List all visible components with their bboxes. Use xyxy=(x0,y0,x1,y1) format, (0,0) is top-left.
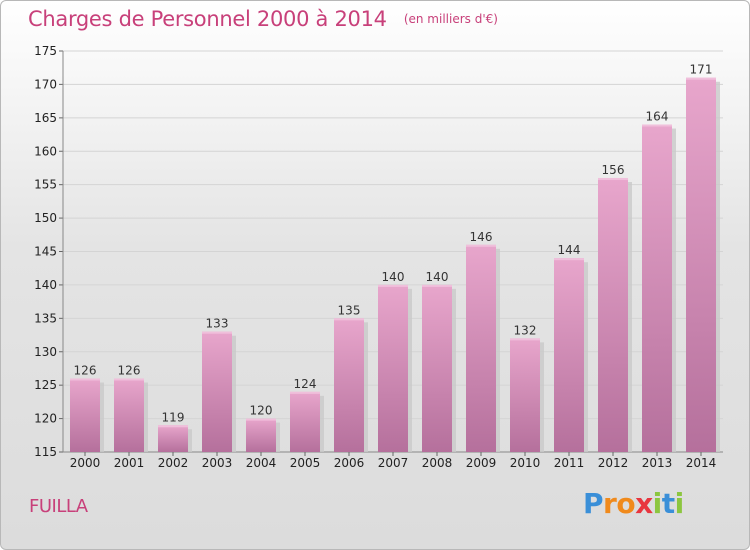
data-label: 156 xyxy=(602,163,625,177)
bar-2000 xyxy=(70,378,100,452)
bar-2013 xyxy=(642,124,672,453)
data-label: 140 xyxy=(426,270,449,284)
bar-2014 xyxy=(686,77,716,452)
y-tick-label: 170 xyxy=(34,77,57,91)
bar-top-highlight xyxy=(202,331,232,334)
bar-top-highlight xyxy=(686,77,716,80)
x-tick-label: 2001 xyxy=(114,456,145,470)
data-label: 124 xyxy=(294,377,317,391)
commune-name: FUILLA xyxy=(29,496,88,517)
bar-2006 xyxy=(334,318,364,452)
labels: 115 120 125 130 135 140 145 150 155 160 165 170 175 1… xyxy=(34,44,716,470)
x-tick-label: 2008 xyxy=(422,456,453,470)
data-label: 146 xyxy=(470,230,493,244)
y-tick-label: 155 xyxy=(34,178,57,192)
x-tick-label: 2000 xyxy=(70,456,101,470)
bar-2004 xyxy=(246,418,276,452)
data-label: 126 xyxy=(118,363,141,377)
x-tick-label: 2014 xyxy=(686,456,717,470)
bar-top-highlight xyxy=(554,258,584,261)
bar-top-highlight xyxy=(158,425,188,428)
bar-top-highlight xyxy=(510,338,540,341)
data-label: 133 xyxy=(206,317,229,331)
data-label: 120 xyxy=(250,404,273,418)
bar-2003 xyxy=(202,331,232,452)
x-tick-label: 2002 xyxy=(158,456,189,470)
data-label: 126 xyxy=(74,363,97,377)
y-tick-label: 130 xyxy=(34,345,57,359)
title-row: Charges de Personnel 2000 à 2014 (en mil… xyxy=(28,7,498,31)
bar-top-highlight xyxy=(70,378,100,381)
bar-top-highlight xyxy=(290,391,320,394)
proxiti-logo[interactable]: Proxiti xyxy=(583,487,684,520)
y-tick-label: 135 xyxy=(34,311,57,325)
y-tick-label: 120 xyxy=(34,412,57,426)
y-tick-label: 150 xyxy=(34,211,57,225)
bar-2011 xyxy=(554,258,584,452)
data-label: 171 xyxy=(690,63,713,77)
y-tick-label: 115 xyxy=(34,445,57,459)
data-label: 132 xyxy=(514,323,537,337)
data-label: 140 xyxy=(382,270,405,284)
bar-top-highlight xyxy=(598,177,628,180)
bar-top-highlight xyxy=(466,244,496,247)
x-tick-label: 2011 xyxy=(554,456,585,470)
bar-2009 xyxy=(466,244,496,452)
y-tick-label: 175 xyxy=(34,44,57,58)
data-label: 119 xyxy=(162,410,185,424)
bar-2005 xyxy=(290,391,320,452)
data-label: 144 xyxy=(558,243,581,257)
x-tick-label: 2004 xyxy=(246,456,277,470)
bar-2010 xyxy=(510,338,540,452)
y-tick-label: 125 xyxy=(34,378,57,392)
bar-top-highlight xyxy=(246,418,276,421)
bar-2001 xyxy=(114,378,144,452)
bar-top-highlight xyxy=(642,124,672,127)
x-tick-label: 2005 xyxy=(290,456,321,470)
x-tick-label: 2009 xyxy=(466,456,497,470)
x-tick-label: 2013 xyxy=(642,456,673,470)
chart-title: Charges de Personnel 2000 à 2014 xyxy=(28,7,387,31)
bar-top-highlight xyxy=(114,378,144,381)
x-tick-label: 2007 xyxy=(378,456,409,470)
bar-2008 xyxy=(422,284,452,452)
bar-top-highlight xyxy=(334,318,364,321)
bars xyxy=(70,77,720,453)
x-tick-label: 2012 xyxy=(598,456,629,470)
data-label: 135 xyxy=(338,303,361,317)
bar-top-highlight xyxy=(422,284,452,287)
bar-top-highlight xyxy=(378,284,408,287)
bar-2012 xyxy=(598,177,628,452)
bar-2002 xyxy=(158,425,188,452)
y-tick-label: 140 xyxy=(34,278,57,292)
chart-subtitle: (en milliers d'€) xyxy=(403,12,498,26)
y-tick-label: 145 xyxy=(34,245,57,259)
x-tick-label: 2003 xyxy=(202,456,233,470)
x-tick-label: 2006 xyxy=(334,456,365,470)
data-label: 164 xyxy=(646,110,669,124)
x-tick-label: 2010 xyxy=(510,456,541,470)
bar-2007 xyxy=(378,284,408,452)
y-tick-label: 165 xyxy=(34,111,57,125)
y-tick-label: 160 xyxy=(34,144,57,158)
